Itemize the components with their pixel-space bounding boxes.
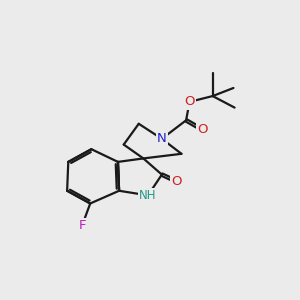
Text: O: O: [172, 175, 182, 188]
Text: NH: NH: [139, 189, 157, 202]
Text: O: O: [197, 123, 208, 136]
Text: O: O: [184, 95, 195, 108]
Text: N: N: [157, 132, 167, 145]
Text: F: F: [78, 219, 86, 232]
